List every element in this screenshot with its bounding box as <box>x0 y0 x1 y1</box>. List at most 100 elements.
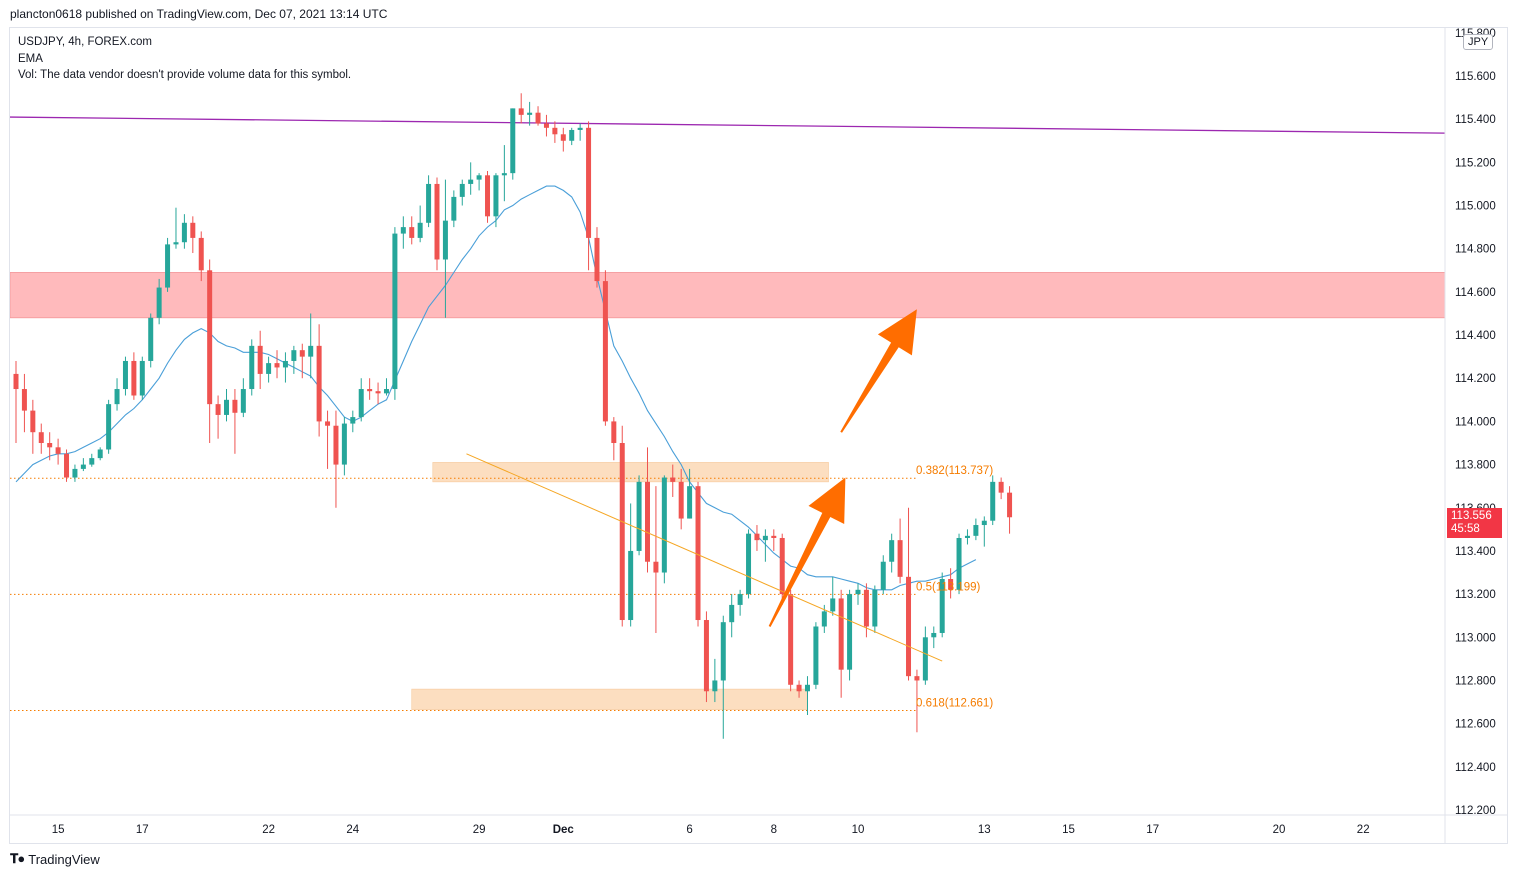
candle <box>38 423 44 454</box>
candle-body <box>788 594 794 685</box>
candle-body <box>628 550 634 621</box>
candle-body <box>333 425 339 465</box>
candle <box>139 356 145 400</box>
candle <box>678 468 684 530</box>
legend-symbol[interactable]: USDJPY, 4h, FOREX.com <box>18 36 152 48</box>
candle <box>173 207 179 249</box>
candle-body <box>931 632 937 638</box>
candle <box>670 464 676 497</box>
footer-brand[interactable]: 𝐓● TradingView <box>10 851 100 867</box>
candle-body <box>13 373 19 390</box>
y-tick-label: 113.400 <box>1455 546 1496 558</box>
candle-body <box>257 345 263 374</box>
candle-body <box>173 242 179 245</box>
candle-body <box>72 468 78 478</box>
currency-badge[interactable]: JPY <box>1463 34 1494 50</box>
candle <box>518 93 524 124</box>
candle-body <box>299 350 305 357</box>
projection-arrow-0 <box>768 477 846 627</box>
candle-body <box>358 389 364 418</box>
candle-body <box>948 579 954 590</box>
candle <box>779 533 785 605</box>
candle <box>628 503 634 627</box>
candle <box>442 179 448 318</box>
candle-body <box>560 134 566 141</box>
candle <box>703 611 709 703</box>
candle-body <box>316 345 322 422</box>
candle-body <box>821 611 827 627</box>
candle <box>830 576 836 616</box>
candle <box>333 410 339 508</box>
legend-volume-note: Vol: The data vendor doesn't provide vol… <box>18 69 352 81</box>
y-tick-label: 112.200 <box>1455 805 1496 817</box>
candle-body <box>122 360 128 390</box>
candle <box>746 529 752 599</box>
candle <box>350 410 356 433</box>
candle <box>47 432 53 461</box>
candle-body <box>594 237 600 282</box>
candle <box>64 449 70 482</box>
chart-frame <box>9 27 1508 844</box>
resistance-line <box>10 116 1445 134</box>
y-tick-label: 114.400 <box>1455 330 1496 342</box>
candle-body <box>350 417 356 424</box>
y-tick-label: 112.400 <box>1455 762 1496 774</box>
candle <box>232 389 238 454</box>
candle-body <box>998 481 1004 493</box>
candle-body <box>712 680 718 692</box>
candle <box>922 626 928 685</box>
candle-body <box>240 389 246 413</box>
candle <box>122 356 128 396</box>
x-tick-label: 29 <box>473 824 486 836</box>
candle-body <box>939 579 945 633</box>
candle-body <box>181 222 187 243</box>
legend-indicator[interactable]: EMA <box>18 52 43 65</box>
candle-body <box>973 525 979 536</box>
candle <box>712 658 718 703</box>
candle <box>729 594 735 638</box>
candle-body <box>442 220 448 260</box>
tradingview-logo-icon: 𝐓● <box>10 851 25 866</box>
candle <box>771 529 777 551</box>
candle <box>687 468 693 519</box>
candle-body <box>341 423 347 465</box>
candle-body <box>266 363 272 374</box>
candle-body <box>249 345 255 390</box>
last-price-badge: 113.556 45:58 <box>1447 508 1502 538</box>
footer-brand-label: TradingView <box>28 851 100 867</box>
candle <box>586 121 592 271</box>
fib-zone-lower <box>411 688 808 710</box>
candle <box>80 458 86 472</box>
candle-body <box>400 227 406 234</box>
candle-body <box>80 464 86 469</box>
x-tick-label: Dec <box>553 824 575 836</box>
candle <box>316 324 322 437</box>
candle <box>266 356 272 383</box>
candle <box>737 589 743 616</box>
candle-body <box>417 222 423 238</box>
candle-body <box>956 537 962 590</box>
candle-body <box>569 129 575 141</box>
y-tick-label: 115.200 <box>1455 157 1496 169</box>
candle <box>543 114 549 137</box>
candle-body <box>64 453 70 478</box>
candle <box>383 378 389 396</box>
candle <box>804 676 810 716</box>
candle-body <box>746 533 752 595</box>
candle-body <box>131 360 137 396</box>
candle-body <box>114 389 120 405</box>
candle-body <box>451 196 457 221</box>
candle <box>198 231 204 282</box>
candle <box>476 173 482 191</box>
candle <box>21 373 27 433</box>
candle <box>417 205 423 243</box>
candle-body <box>527 112 533 115</box>
candle <box>720 615 726 739</box>
candle-body <box>493 175 499 217</box>
candle <box>990 475 996 526</box>
plot-content <box>10 93 1445 739</box>
candle <box>754 525 760 551</box>
candle <box>906 507 912 681</box>
y-tick-label: 115.400 <box>1455 114 1496 126</box>
